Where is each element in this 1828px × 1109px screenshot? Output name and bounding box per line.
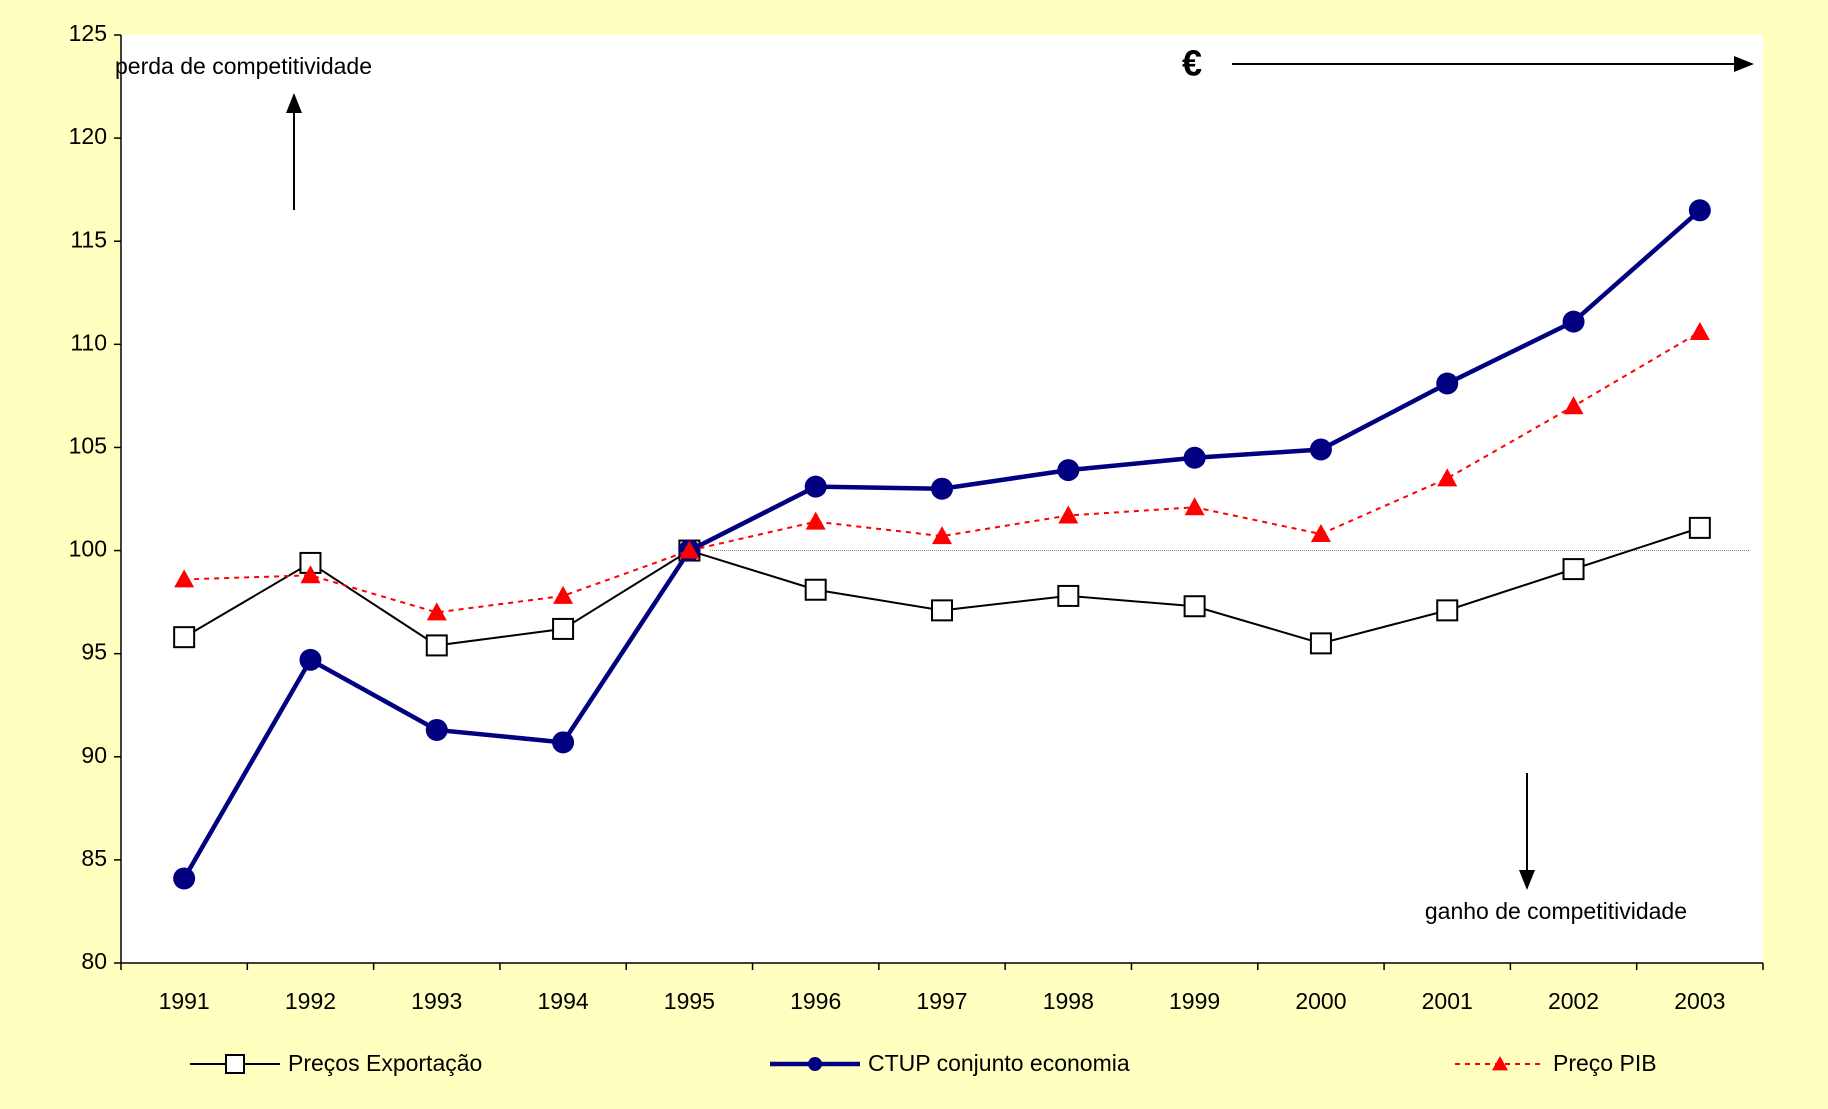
x-tick-label: 1999 <box>1169 988 1220 1014</box>
marker <box>552 617 575 640</box>
y-tick-label: 100 <box>69 536 107 562</box>
marker <box>173 626 196 649</box>
y-tick-label: 80 <box>81 948 107 974</box>
legend-marker <box>1492 1056 1508 1071</box>
marker <box>174 569 195 588</box>
y-tick-label: 90 <box>81 742 107 768</box>
marker <box>300 565 321 584</box>
x-tick-label: 1998 <box>1043 988 1094 1014</box>
x-tick-label: 1996 <box>790 988 841 1014</box>
y-tick-label: 105 <box>69 433 107 459</box>
marker <box>679 540 700 559</box>
legend-label: Preço PIB <box>1553 1050 1657 1076</box>
marker <box>805 511 826 530</box>
y-tick-label: 110 <box>70 329 107 355</box>
marker <box>1562 558 1585 581</box>
marker <box>1436 372 1459 395</box>
marker <box>426 602 447 621</box>
marker <box>931 477 953 500</box>
marker <box>1183 446 1206 469</box>
y-tick-label: 125 <box>69 20 107 46</box>
marker <box>1057 584 1080 607</box>
annotation: perda de competitividade <box>115 53 372 79</box>
marker <box>804 475 827 498</box>
marker <box>1688 516 1711 539</box>
x-tick-label: 1992 <box>285 988 336 1014</box>
annotation: ganho de competitividade <box>1425 898 1687 924</box>
marker <box>931 599 953 622</box>
marker <box>1688 199 1711 222</box>
marker <box>1310 524 1331 543</box>
marker <box>1689 321 1710 340</box>
x-tick-label: 2001 <box>1422 988 1473 1014</box>
y-tick-label: 95 <box>81 639 107 665</box>
marker <box>552 731 575 754</box>
marker <box>1058 505 1079 524</box>
legend-label: CTUP conjunto economia <box>868 1050 1130 1076</box>
marker <box>1563 396 1584 415</box>
marker <box>173 867 196 890</box>
y-tick-label: 85 <box>81 845 107 871</box>
marker <box>1436 599 1459 622</box>
legend-marker <box>225 1054 245 1074</box>
x-tick-label: 1995 <box>664 988 715 1014</box>
marker <box>553 585 574 604</box>
x-tick-label: 2003 <box>1674 988 1725 1014</box>
x-tick-label: 1997 <box>916 988 967 1014</box>
x-tick-label: 1991 <box>159 988 210 1014</box>
marker <box>1057 459 1080 482</box>
x-tick-label: 1993 <box>411 988 462 1014</box>
marker <box>1309 632 1332 655</box>
marker <box>1562 310 1585 333</box>
x-tick-label: 2002 <box>1548 988 1599 1014</box>
marker <box>299 648 322 671</box>
marker <box>1437 468 1458 487</box>
annotation: € <box>1182 43 1202 84</box>
legend-marker <box>808 1057 822 1071</box>
marker <box>1309 438 1332 461</box>
y-tick-label: 120 <box>69 123 107 149</box>
marker <box>425 718 448 741</box>
marker <box>804 578 827 601</box>
y-tick-label: 115 <box>70 226 107 252</box>
legend-label: Preços Exportação <box>288 1050 482 1076</box>
marker <box>1183 595 1206 618</box>
x-tick-label: 1994 <box>537 988 588 1014</box>
marker <box>932 526 952 545</box>
marker <box>1184 497 1205 516</box>
x-tick-label: 2000 <box>1295 988 1346 1014</box>
marker <box>425 634 448 657</box>
